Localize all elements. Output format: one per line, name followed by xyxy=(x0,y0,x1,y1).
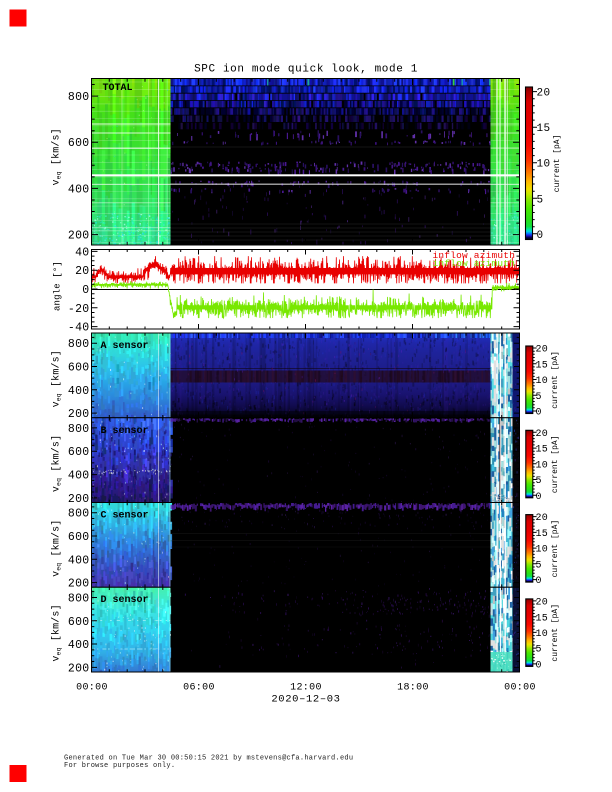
svg-text:veq [km/s]: veq [km/s] xyxy=(51,435,63,492)
svg-text:current [pA]: current [pA] xyxy=(551,520,560,578)
svg-text:current [pA]: current [pA] xyxy=(551,351,560,409)
svg-text:inflow azimuth: inflow azimuth xyxy=(433,258,516,269)
svg-text:For browse purposes only.: For browse purposes only. xyxy=(64,762,175,770)
svg-text:20: 20 xyxy=(536,513,549,524)
svg-text:10: 10 xyxy=(536,460,549,471)
svg-text:600: 600 xyxy=(68,446,90,459)
svg-text:18:00: 18:00 xyxy=(397,683,429,694)
svg-text:10: 10 xyxy=(536,376,549,387)
svg-text:5: 5 xyxy=(536,476,542,487)
svg-text:veq [km/s]: veq [km/s] xyxy=(51,520,63,577)
svg-text:600: 600 xyxy=(68,531,90,544)
svg-text:20: 20 xyxy=(536,345,549,356)
svg-text:400: 400 xyxy=(68,639,90,652)
svg-text:5: 5 xyxy=(536,392,542,403)
svg-text:800: 800 xyxy=(68,508,90,521)
svg-text:-40: -40 xyxy=(68,322,90,335)
svg-text:10: 10 xyxy=(537,159,551,171)
svg-text:400: 400 xyxy=(68,554,90,567)
svg-text:0: 0 xyxy=(536,408,542,419)
svg-text:06:00: 06:00 xyxy=(183,683,215,694)
svg-text:400: 400 xyxy=(68,183,90,196)
svg-text:-20: -20 xyxy=(68,303,90,316)
svg-text:20: 20 xyxy=(537,88,551,100)
svg-text:200: 200 xyxy=(68,230,90,243)
svg-text:D sensor: D sensor xyxy=(101,595,149,606)
svg-text:400: 400 xyxy=(68,385,90,398)
svg-text:00:00: 00:00 xyxy=(504,683,536,694)
svg-text:SPC ion mode quick look, mode: SPC ion mode quick look, mode 1 xyxy=(194,64,418,76)
svg-text:15: 15 xyxy=(536,613,549,624)
svg-text:20: 20 xyxy=(536,429,549,440)
svg-text:inflow azimuth: inflow azimuth xyxy=(433,250,516,261)
svg-text:600: 600 xyxy=(68,137,90,150)
svg-text:veq [km/s]: veq [km/s] xyxy=(51,350,63,407)
svg-text:800: 800 xyxy=(68,338,90,351)
svg-text:40: 40 xyxy=(75,246,89,259)
svg-text:current [pA]: current [pA] xyxy=(551,435,560,493)
svg-text:600: 600 xyxy=(68,616,90,629)
svg-text:2020–12–03: 2020–12–03 xyxy=(271,694,340,706)
svg-text:TOTAL: TOTAL xyxy=(103,83,133,94)
svg-text:5: 5 xyxy=(536,560,542,571)
svg-text:600: 600 xyxy=(68,362,90,375)
svg-text:0: 0 xyxy=(536,576,542,587)
svg-text:200: 200 xyxy=(68,493,90,506)
svg-text:C sensor: C sensor xyxy=(101,511,149,522)
svg-text:Generated on Tue Mar 30 00:50:: Generated on Tue Mar 30 00:50:15 2021 by… xyxy=(64,755,353,763)
svg-text:angle [°]: angle [°] xyxy=(53,261,63,311)
svg-text:0: 0 xyxy=(82,284,89,297)
svg-text:800: 800 xyxy=(68,91,90,104)
svg-text:15: 15 xyxy=(536,529,549,540)
svg-text:current [pA]: current [pA] xyxy=(551,604,560,662)
svg-text:10: 10 xyxy=(536,629,549,640)
svg-text:15: 15 xyxy=(536,445,549,456)
svg-text:0: 0 xyxy=(536,492,542,503)
svg-text:10: 10 xyxy=(536,545,549,556)
svg-text:20: 20 xyxy=(536,598,549,609)
svg-text:B sensor: B sensor xyxy=(101,426,149,437)
svg-text:5: 5 xyxy=(536,645,542,656)
svg-text:200: 200 xyxy=(68,578,90,591)
svg-text:veq [km/s]: veq [km/s] xyxy=(51,128,63,185)
svg-text:A sensor: A sensor xyxy=(101,341,149,352)
svg-text:800: 800 xyxy=(68,593,90,606)
svg-text:5: 5 xyxy=(537,194,544,206)
svg-text:00:00: 00:00 xyxy=(76,683,108,694)
svg-text:20: 20 xyxy=(75,265,89,278)
svg-text:15: 15 xyxy=(537,123,551,135)
svg-text:0: 0 xyxy=(536,661,542,672)
svg-text:0: 0 xyxy=(537,230,544,242)
svg-text:800: 800 xyxy=(68,423,90,436)
svg-text:400: 400 xyxy=(68,470,90,483)
svg-text:12:00: 12:00 xyxy=(290,683,322,694)
svg-text:current [pA]: current [pA] xyxy=(553,135,562,193)
svg-text:15: 15 xyxy=(536,360,549,371)
svg-text:200: 200 xyxy=(68,408,90,421)
svg-text:veq [km/s]: veq [km/s] xyxy=(51,604,63,661)
svg-text:200: 200 xyxy=(68,662,90,675)
